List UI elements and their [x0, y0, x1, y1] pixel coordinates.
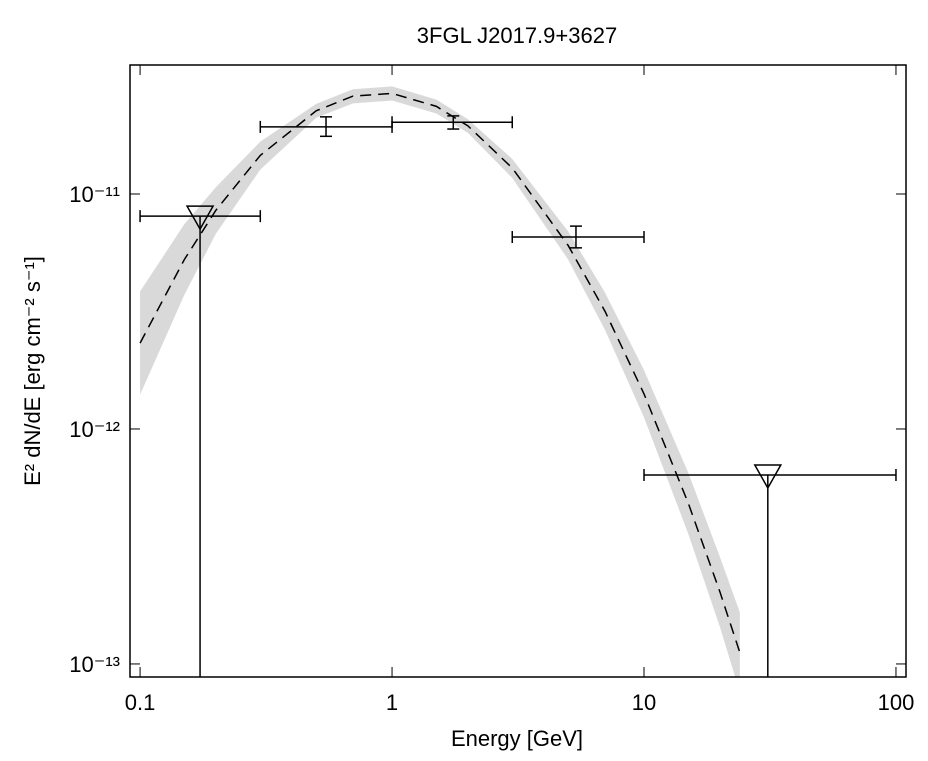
upper-limit-marker — [753, 464, 783, 490]
plot-frame — [129, 64, 907, 678]
y-tick-label: 10⁻¹² — [69, 417, 120, 442]
model-band — [140, 86, 740, 677]
plot-area — [139, 86, 897, 677]
y-tick-label: 10⁻¹³ — [69, 652, 120, 677]
y-tick-label: 10⁻¹¹ — [69, 182, 120, 207]
x-tick-label: 1 — [386, 690, 398, 715]
y-axis-label: E² dN/dE [erg cm⁻² s⁻¹] — [20, 256, 45, 486]
upper-limit-marker — [185, 205, 215, 231]
x-tick-label: 0.1 — [125, 690, 156, 715]
x-axis-label: Energy [GeV] — [451, 726, 583, 751]
chart-title: 3FGL J2017.9+3627 — [417, 23, 617, 48]
x-tick-label: 100 — [878, 690, 915, 715]
x-tick-label: 10 — [632, 690, 656, 715]
